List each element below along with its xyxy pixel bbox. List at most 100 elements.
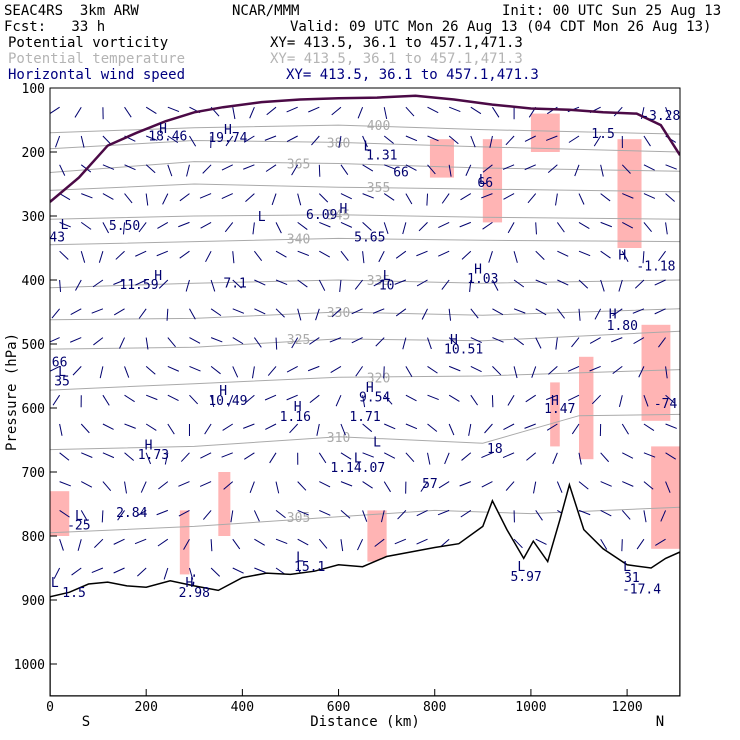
field-xy-wind: XY= 413.5, 36.1 to 457.1,471.3: [286, 67, 539, 83]
extremum-label: 1.80: [607, 319, 638, 334]
field-xy-theta: XY= 413.5, 36.1 to 457.1,471.3: [270, 51, 523, 67]
extremum-label: 9.54: [359, 391, 390, 406]
extremum-label: 10.51: [444, 343, 483, 358]
wind-vector: [267, 366, 277, 376]
wind-vector: [655, 538, 666, 546]
wind-vector: [505, 481, 515, 491]
wind-vector: [338, 135, 342, 148]
theta-contour-label: 305: [287, 511, 310, 526]
theta-contour: [50, 413, 680, 451]
wind-vector: [461, 250, 472, 260]
wind-vector: [59, 539, 64, 551]
wind-vector: [405, 106, 415, 117]
wind-vector: [502, 452, 515, 459]
wind-vector: [470, 365, 482, 373]
wind-vector: [162, 193, 169, 205]
wind-vector: [157, 221, 169, 229]
extremum-label: 18: [487, 442, 503, 457]
theta-contour: [50, 279, 680, 289]
wind-vector: [488, 251, 493, 263]
extremum-label: L: [623, 560, 631, 575]
wind-vector: [427, 337, 432, 350]
wind-vector: [513, 251, 518, 263]
theta-contour-label: 320: [367, 371, 390, 386]
wind-vector: [331, 308, 342, 318]
wind-vector: [531, 366, 537, 378]
center-name: NCAR/MMM: [232, 3, 300, 19]
wind-vector: [50, 106, 60, 115]
wind-vector: [525, 394, 537, 403]
extremum-label: 7.1: [223, 277, 246, 292]
wind-vector: [448, 164, 452, 177]
wind-vector: [117, 510, 125, 521]
wind-vector: [465, 164, 472, 176]
wind-vector: [200, 221, 212, 229]
wind-vector: [145, 366, 156, 375]
wind-vector: [102, 193, 114, 200]
wind-vector: [555, 193, 558, 206]
wind-vector: [81, 193, 93, 199]
wind-vector: [380, 510, 385, 523]
wind-vector: [578, 221, 590, 229]
wind-vector: [535, 250, 545, 260]
theta-contour-label: 310: [327, 431, 350, 446]
wind-vector: [232, 366, 239, 378]
theta-contour: [50, 330, 680, 350]
wind-vector: [448, 308, 452, 321]
wind-vector: [448, 423, 455, 436]
extremum-label: 1.71: [349, 410, 380, 425]
wind-vector: [340, 164, 349, 175]
wind-vector: [527, 193, 537, 204]
wind-vector: [232, 251, 235, 264]
wind-vector: [600, 221, 613, 228]
wind-vector: [50, 365, 60, 372]
wind-vector: [140, 481, 147, 493]
wind-vector: [622, 481, 634, 487]
wind-vector: [354, 279, 363, 290]
wind-vector: [610, 337, 623, 343]
wind-vector: [124, 423, 136, 429]
wind-vector: [556, 308, 565, 319]
y-tick-label: 400: [22, 274, 45, 289]
wind-vector: [315, 308, 320, 321]
theta-contour: [50, 308, 680, 321]
wind-vector: [249, 107, 255, 119]
wind-vector: [405, 452, 415, 463]
wind-vector: [507, 394, 515, 406]
wind-vector: [362, 193, 374, 199]
wind-vector: [340, 193, 352, 200]
extremum-label: H: [450, 333, 458, 348]
wind-vector: [167, 423, 175, 435]
wind-vector: [335, 394, 342, 407]
wind-vector: [286, 106, 298, 113]
wind-vector: [373, 279, 385, 287]
extremum-label: 57: [422, 477, 438, 492]
extremum-label: H: [618, 249, 626, 264]
wind-vector: [402, 222, 407, 235]
wind-vector: [204, 423, 212, 435]
wind-vector: [513, 279, 525, 288]
wind-vector: [600, 481, 612, 487]
wind-vector: [102, 481, 112, 492]
wind-vector: [600, 164, 604, 177]
wind-vector: [124, 193, 133, 204]
wind-vector: [265, 164, 277, 172]
wind-vector: [492, 308, 504, 316]
wind-vector: [167, 106, 180, 113]
wind-vector: [384, 452, 396, 459]
wind-vector: [600, 279, 605, 292]
x-tick-label: 600: [327, 700, 350, 715]
wind-vector: [291, 337, 299, 349]
wind-vector: [535, 538, 547, 545]
extremum-label: 6.09: [306, 208, 337, 223]
wind-vector: [202, 164, 212, 174]
extremum-label: H: [551, 394, 559, 409]
wind-vector: [297, 538, 309, 546]
shaded-region: [641, 324, 671, 421]
wind-vector: [438, 481, 450, 489]
wind-vector: [183, 538, 190, 550]
wind-vector: [526, 452, 537, 461]
wind-vector: [135, 250, 147, 257]
extremum-label: 35: [54, 375, 70, 390]
